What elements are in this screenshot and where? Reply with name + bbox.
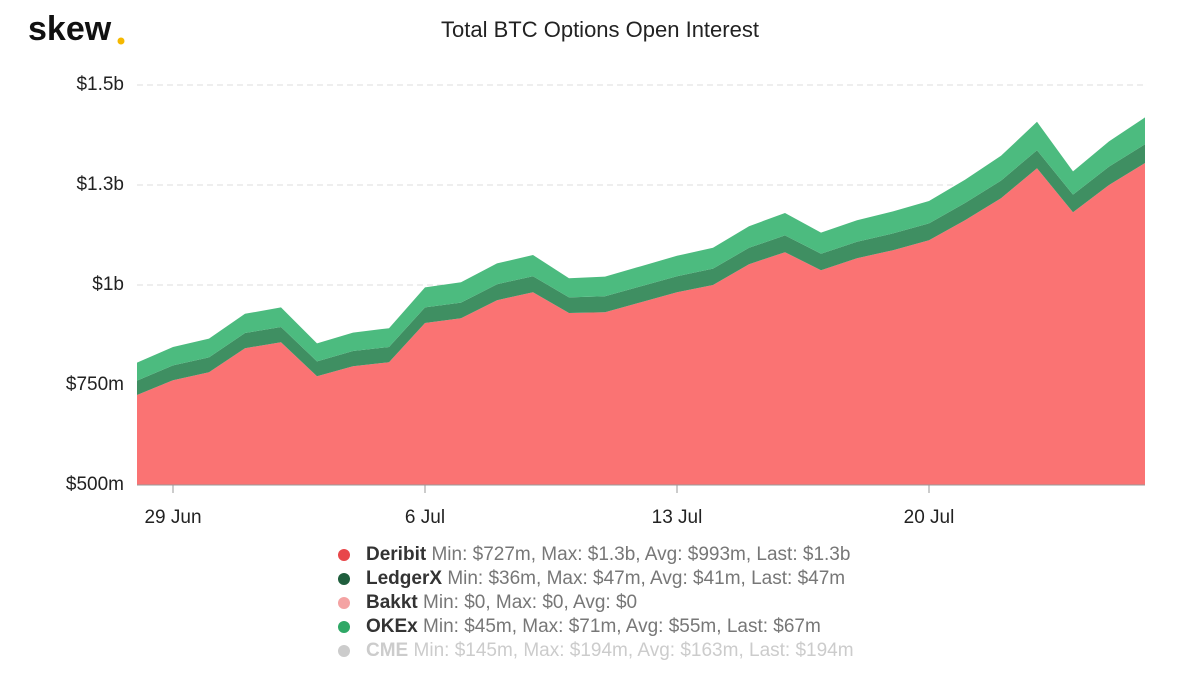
area	[137, 144, 1145, 395]
chart-title: Total BTC Options Open Interest	[441, 17, 759, 42]
legend-entry: Bakkt Min: $0, Max: $0, Avg: $0	[366, 592, 637, 613]
legend-name: OKEx	[366, 616, 418, 637]
legend-name: Bakkt	[366, 592, 418, 613]
y-tick-label: $750m	[66, 374, 124, 395]
legend-name: Deribit	[366, 544, 427, 565]
y-tick-label: $500m	[66, 474, 124, 495]
x-tick-label: 6 Jul	[405, 507, 445, 528]
legend-stats: Min: $45m, Max: $71m, Avg: $55m, Last: $…	[423, 616, 821, 637]
legend-name: LedgerX	[366, 568, 442, 589]
y-tick-label: $1.3b	[76, 174, 124, 195]
legend-name: CME	[366, 640, 408, 661]
area	[137, 163, 1145, 485]
legend-marker	[338, 645, 350, 657]
x-tick-label: 29 Jun	[144, 507, 201, 528]
legend-entry: CME Min: $145m, Max: $194m, Avg: $163m, …	[366, 640, 854, 661]
legend-entry: Deribit Min: $727m, Max: $1.3b, Avg: $99…	[366, 544, 850, 565]
legend-stats: Min: $36m, Max: $47m, Avg: $41m, Last: $…	[447, 568, 845, 589]
logo: skew	[28, 10, 112, 48]
legend-marker	[338, 573, 350, 585]
x-tick-label: 20 Jul	[904, 507, 955, 528]
area	[137, 117, 1145, 381]
legend-stats: Min: $727m, Max: $1.3b, Avg: $993m, Last…	[431, 544, 850, 565]
x-tick-label: 13 Jul	[652, 507, 703, 528]
legend-stats: Min: $0, Max: $0, Avg: $0	[423, 592, 637, 613]
y-tick-label: $1.5b	[76, 74, 124, 95]
y-tick-label: $1b	[92, 274, 124, 295]
legend-marker	[338, 549, 350, 561]
legend-marker	[338, 621, 350, 633]
legend-stats: Min: $145m, Max: $194m, Avg: $163m, Last…	[414, 640, 854, 661]
legend-marker	[338, 597, 350, 609]
logo-dot	[117, 37, 125, 45]
legend-entry: LedgerX Min: $36m, Max: $47m, Avg: $41m,…	[366, 568, 845, 589]
legend-entry: OKEx Min: $45m, Max: $71m, Avg: $55m, La…	[366, 616, 821, 637]
